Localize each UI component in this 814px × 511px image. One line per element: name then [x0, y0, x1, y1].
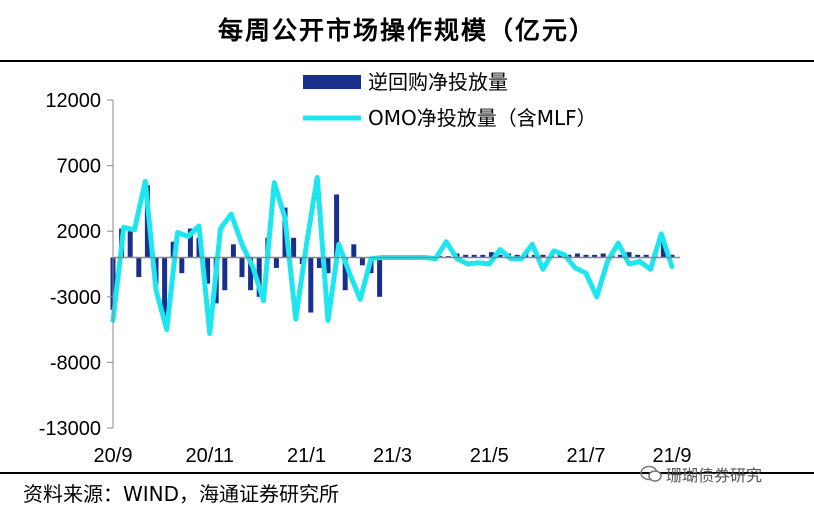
- legend-label-bar: 逆回购净投放量: [368, 70, 508, 94]
- chart: 12000 7000 2000 -3000 -8000 -13000 20/9 20/11 21…: [39, 70, 692, 467]
- footer-divider: [0, 472, 814, 474]
- watermark-text: 珊瑚债券研究: [666, 466, 763, 485]
- x-tick-label: 21/1: [287, 445, 326, 467]
- y-tick-label: 12000: [45, 90, 101, 112]
- bar: [205, 257, 211, 284]
- bar: [351, 244, 357, 258]
- bar: [127, 231, 133, 258]
- wechat-icon: [640, 465, 662, 482]
- watermark: 珊瑚债券研究: [640, 462, 762, 486]
- y-tick-label: -3000: [50, 287, 101, 309]
- chart-title: 每周公开市场操作规模（亿元）: [217, 16, 596, 45]
- bar: [617, 254, 623, 258]
- bar: [256, 257, 262, 297]
- bar: [273, 257, 279, 268]
- bar: [592, 254, 598, 258]
- bar: [488, 252, 494, 258]
- bar: [669, 254, 675, 258]
- bar: [230, 244, 236, 258]
- bar: [480, 254, 486, 258]
- bar: [334, 194, 340, 258]
- bar: [316, 257, 322, 268]
- y-tick-label: 7000: [57, 156, 102, 178]
- bar: [626, 252, 632, 258]
- x-tick-label: 21/7: [567, 445, 606, 467]
- bar: [359, 257, 365, 266]
- legend-label-line: OMO净投放量（含MLF）: [368, 106, 597, 130]
- bar: [463, 254, 469, 258]
- bar: [308, 257, 314, 313]
- x-tick-label: 20/11: [185, 445, 234, 467]
- bar: [583, 254, 589, 258]
- bar: [540, 254, 546, 258]
- y-tick-label: -13000: [39, 418, 101, 440]
- bar: [162, 257, 168, 317]
- x-tick-label: 21/5: [470, 445, 509, 467]
- bar: [342, 257, 348, 291]
- bar: [497, 254, 503, 258]
- title-divider: [0, 60, 814, 62]
- bar: [187, 228, 193, 258]
- bar: [531, 254, 537, 258]
- x-tick-label: 21/3: [373, 445, 412, 467]
- x-tick-label: 21/9: [653, 445, 692, 467]
- x-tick-label: 20/9: [94, 445, 133, 467]
- bar: [660, 241, 666, 258]
- bar: [514, 254, 520, 258]
- bar: [179, 257, 185, 274]
- source-note: 资料来源：WIND，海通证券研究所: [23, 482, 340, 506]
- y-tick-label: -8000: [50, 352, 101, 374]
- bar: [222, 257, 228, 291]
- bar: [291, 237, 297, 258]
- y-tick-label: 2000: [57, 221, 102, 243]
- bar: [377, 257, 383, 297]
- bar: [248, 257, 254, 291]
- bar: [471, 254, 477, 258]
- bar: [574, 253, 580, 258]
- bar: [643, 254, 649, 258]
- bar: [325, 257, 331, 274]
- bar: [239, 257, 245, 278]
- bar: [635, 254, 641, 258]
- bar: [136, 257, 142, 278]
- bar: [557, 254, 563, 258]
- legend-swatch-bar: [303, 75, 361, 89]
- bar: [600, 253, 606, 258]
